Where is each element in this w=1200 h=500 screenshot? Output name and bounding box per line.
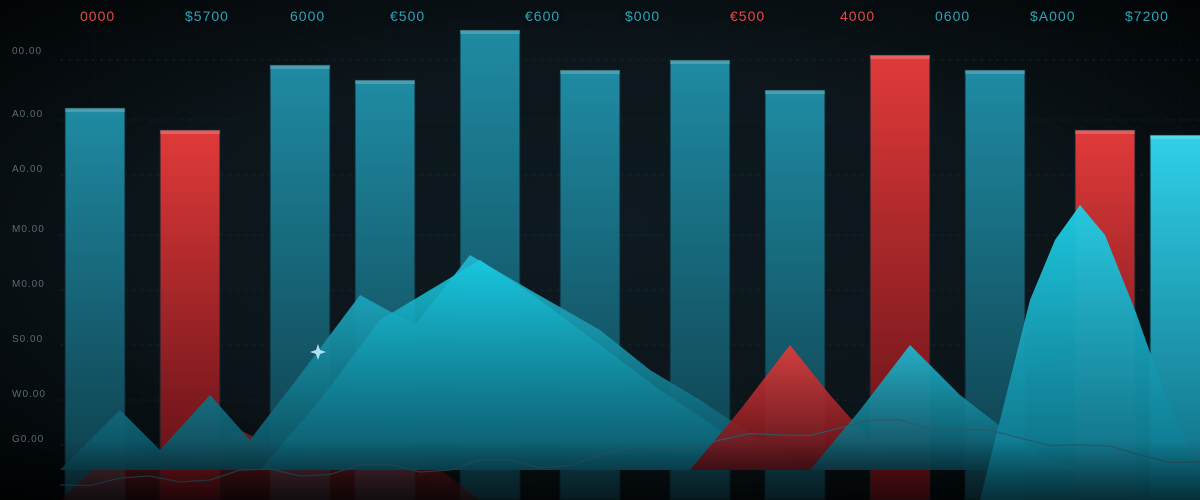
top-axis-label: 6000 [290, 8, 325, 24]
y-axis-label: 00.00 [12, 46, 42, 57]
chart-svg [0, 0, 1200, 500]
top-axis-label: $7200 [1125, 8, 1169, 24]
y-axis-label: A0.00 [12, 164, 43, 175]
y-axis-label: S0.00 [12, 334, 43, 345]
bottom-fade [0, 440, 1200, 500]
top-axis-label: $000 [625, 8, 660, 24]
top-axis-label: €500 [390, 8, 425, 24]
y-axis-label: A0.00 [12, 109, 43, 120]
y-axis-label: G0.00 [12, 434, 44, 445]
top-axis-label: $5700 [185, 8, 229, 24]
top-axis-label: 0000 [80, 8, 115, 24]
top-axis-label: $A000 [1030, 8, 1075, 24]
top-axis-label: €500 [730, 8, 765, 24]
financial-chart: 0000 $5700 6000 €500 €600 $000 €500 4000 0600 $A0… [0, 0, 1200, 500]
y-axis-label: M0.00 [12, 224, 45, 235]
y-axis-label: M0.00 [12, 279, 45, 290]
top-axis-label: 0600 [935, 8, 970, 24]
top-axis-label: 4000 [840, 8, 875, 24]
y-axis-label: W0.00 [12, 389, 46, 400]
top-axis-label: €600 [525, 8, 560, 24]
